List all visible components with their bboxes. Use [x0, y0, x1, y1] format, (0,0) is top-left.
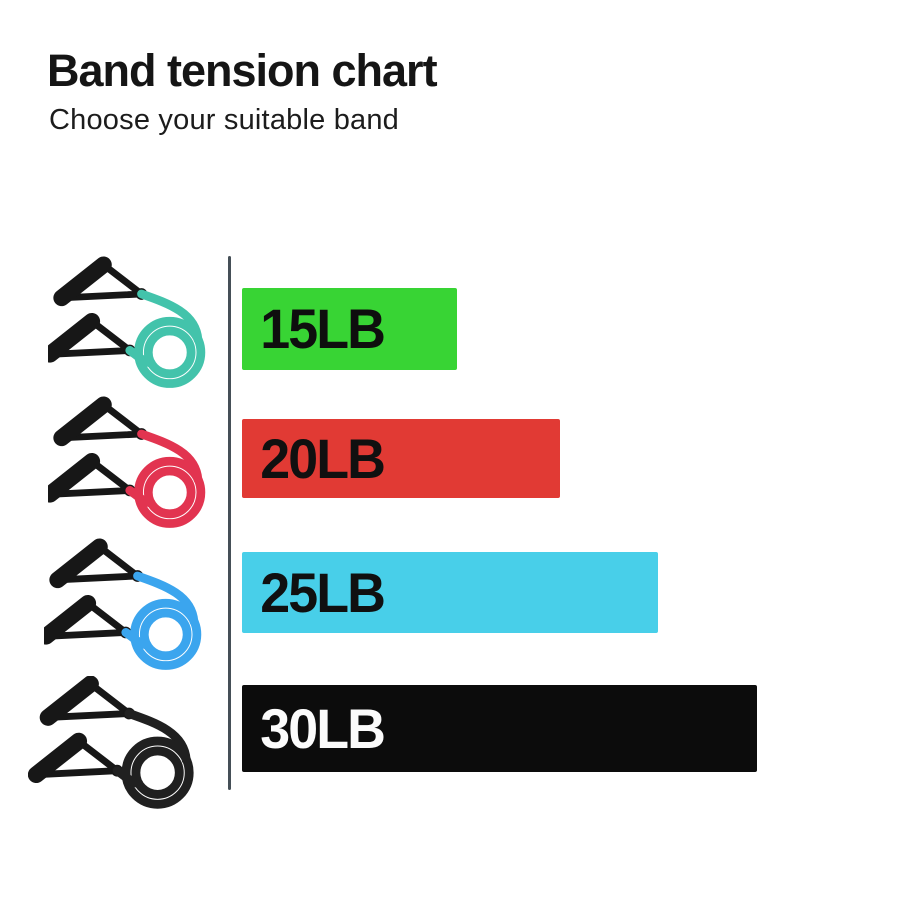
tension-bar-label: 20LB — [260, 426, 386, 490]
chart-axis-line — [228, 256, 231, 790]
page-subtitle: Choose your suitable band — [49, 104, 400, 136]
resistance-band-photo-25lb — [44, 538, 202, 670]
band-tube-coil-icon — [125, 289, 206, 388]
tension-bar-30lb: 30LB — [242, 685, 757, 772]
page-title: Band tension chart — [47, 45, 438, 96]
tension-bar-label: 15LB — [260, 297, 386, 360]
band-handle-icon — [48, 256, 148, 363]
band-handle-icon — [48, 396, 148, 503]
tension-bar-20lb: 20LB — [242, 419, 560, 498]
tension-bar-15lb: 15LB — [242, 288, 457, 370]
tension-bar-label: 30LB — [260, 696, 386, 760]
band-handle-icon — [28, 676, 135, 784]
resistance-band-photo-30lb — [28, 676, 194, 809]
band-tube-coil-icon — [121, 571, 202, 670]
tension-bar-25lb: 25LB — [242, 552, 658, 633]
resistance-band-photo-15lb — [48, 256, 206, 388]
band-tube-coil-icon — [112, 709, 194, 809]
tension-bar-label: 25LB — [260, 560, 386, 624]
band-handle-icon — [44, 538, 144, 645]
band-tube-coil-icon — [125, 429, 206, 528]
resistance-band-photo-20lb — [48, 396, 206, 528]
